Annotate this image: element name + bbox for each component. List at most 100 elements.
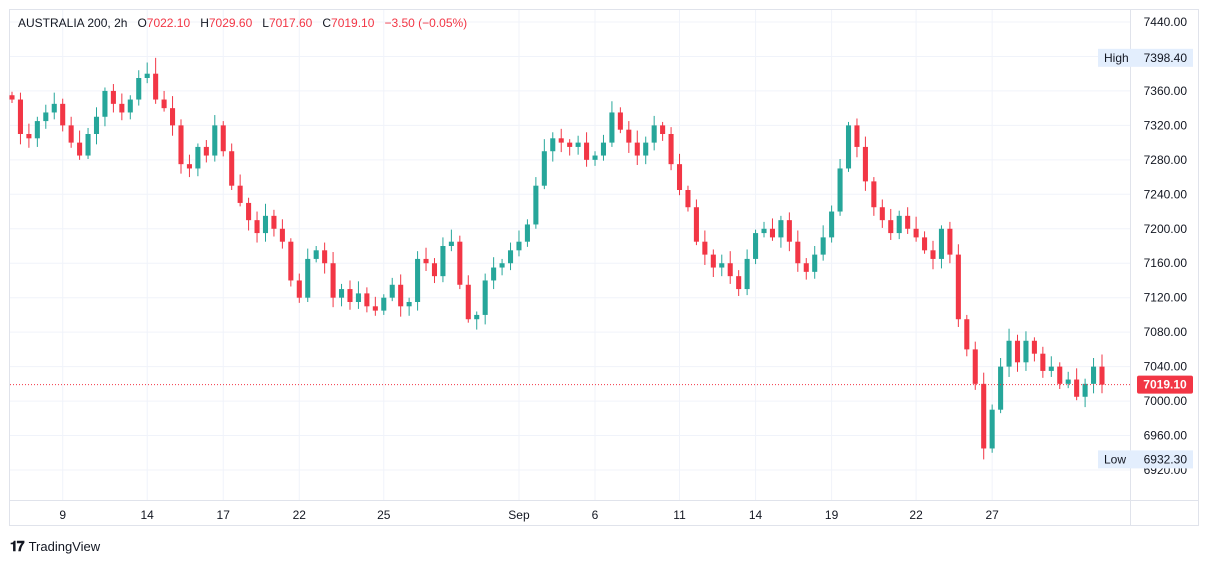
candle-body — [685, 190, 691, 208]
candle-body — [643, 142, 649, 156]
candle-body — [651, 125, 657, 143]
candle-body — [372, 306, 378, 311]
candle-body — [93, 116, 100, 134]
candle-body — [423, 258, 429, 264]
candle-body — [288, 241, 294, 281]
candle-body — [1099, 366, 1105, 385]
candle-body — [415, 258, 421, 302]
candle-body — [668, 134, 674, 165]
candle-body — [262, 215, 269, 234]
candle-body — [989, 409, 995, 449]
change-value: −3.50 (−0.05%) — [384, 16, 468, 30]
time-tick-label: 22 — [293, 508, 307, 522]
high-marker-value: 7398.40 — [1144, 51, 1188, 65]
low-marker-badge — [1098, 450, 1193, 469]
candle-body — [85, 134, 91, 156]
candle-body — [896, 215, 902, 234]
time-tick-label: 11 — [673, 508, 686, 522]
candle-body — [541, 151, 547, 186]
candle-body — [660, 125, 666, 134]
price-tick-label: 7080.00 — [1144, 325, 1188, 339]
candle-body — [499, 263, 505, 268]
low-marker-label: Low — [1104, 452, 1126, 466]
candle-body — [795, 241, 801, 264]
candle-body — [26, 134, 32, 139]
price-tick-label: 6960.00 — [1144, 429, 1188, 443]
candle-body — [812, 254, 818, 272]
candle-body — [829, 211, 835, 238]
candle-body — [778, 220, 784, 238]
candle-body — [339, 289, 345, 298]
candle-body — [972, 349, 978, 384]
candle-body — [491, 267, 497, 281]
time-tick-label: 27 — [985, 508, 999, 522]
candle-body — [1057, 366, 1063, 384]
time-tick-label: 19 — [825, 508, 839, 522]
candle-body — [170, 108, 176, 126]
time-tick-label: 14 — [141, 508, 155, 522]
candle-body — [237, 185, 243, 203]
price-tick-label: 7160.00 — [1144, 256, 1188, 270]
candle-body — [693, 207, 699, 242]
candle-body — [1023, 340, 1029, 363]
price-axis: 7440.007400.007360.007320.007280.007240.… — [10, 10, 1199, 525]
candle-body — [676, 164, 683, 190]
price-tick-label: 7040.00 — [1144, 360, 1188, 374]
candle-body — [600, 142, 607, 156]
candle-body — [998, 366, 1004, 410]
candle-body — [153, 73, 159, 100]
candle-body — [922, 237, 928, 251]
candle-body — [727, 263, 733, 277]
candle-body — [17, 99, 23, 134]
candle-body — [330, 263, 336, 298]
candle-body — [398, 284, 404, 307]
candle-body — [1074, 379, 1080, 397]
candle-body — [702, 241, 708, 255]
candle-body — [854, 125, 860, 147]
candle-body — [68, 125, 74, 143]
candle-body — [769, 228, 775, 238]
candle-body — [862, 146, 868, 182]
candle-body — [474, 314, 480, 320]
candle-body — [110, 90, 116, 104]
symbol-name: AUSTRALIA 200 — [18, 16, 108, 30]
candle-body — [1006, 340, 1012, 367]
price-tick-label: 7120.00 — [1144, 291, 1188, 305]
low-value: 7017.60 — [268, 16, 313, 30]
chart-frame[interactable] — [9, 9, 1199, 526]
time-tick-label: 9 — [59, 508, 66, 522]
price-tick-label: 7360.00 — [1144, 84, 1188, 98]
candle-body — [1082, 383, 1088, 397]
close-key: C — [322, 16, 332, 30]
candle-body — [389, 284, 395, 298]
candle-body — [955, 254, 961, 320]
candle-body — [913, 228, 919, 238]
candle-body — [161, 99, 167, 109]
candle-body — [381, 297, 387, 311]
candle-body — [634, 142, 640, 156]
candle-body — [457, 241, 463, 285]
candle-body — [355, 293, 361, 302]
candle-body — [43, 112, 49, 122]
candle-body — [440, 246, 446, 277]
candle-body — [102, 90, 108, 117]
candle-body — [195, 146, 201, 169]
candle-body — [938, 228, 944, 259]
candle-body — [871, 181, 877, 208]
candle-body — [1065, 379, 1071, 384]
candle-body — [964, 319, 970, 350]
candle-body — [710, 254, 716, 268]
price-tick-label: 7280.00 — [1144, 153, 1188, 167]
grid-lines — [10, 10, 1130, 500]
ohlc-legend: AUSTRALIA 200, 2h O7022.10 H7029.60 L701… — [18, 16, 468, 30]
candlestick-series — [9, 57, 1105, 460]
candle-body — [203, 146, 209, 156]
candle-body — [947, 228, 953, 255]
candle-body — [550, 138, 556, 152]
candle-body — [322, 250, 328, 264]
last-price-line: 7019.10 — [10, 375, 1193, 394]
tradingview-logo[interactable]: 𝟏𝟕 TradingView — [10, 538, 100, 555]
last-price-badge — [1137, 375, 1193, 394]
candle-body — [584, 142, 590, 160]
